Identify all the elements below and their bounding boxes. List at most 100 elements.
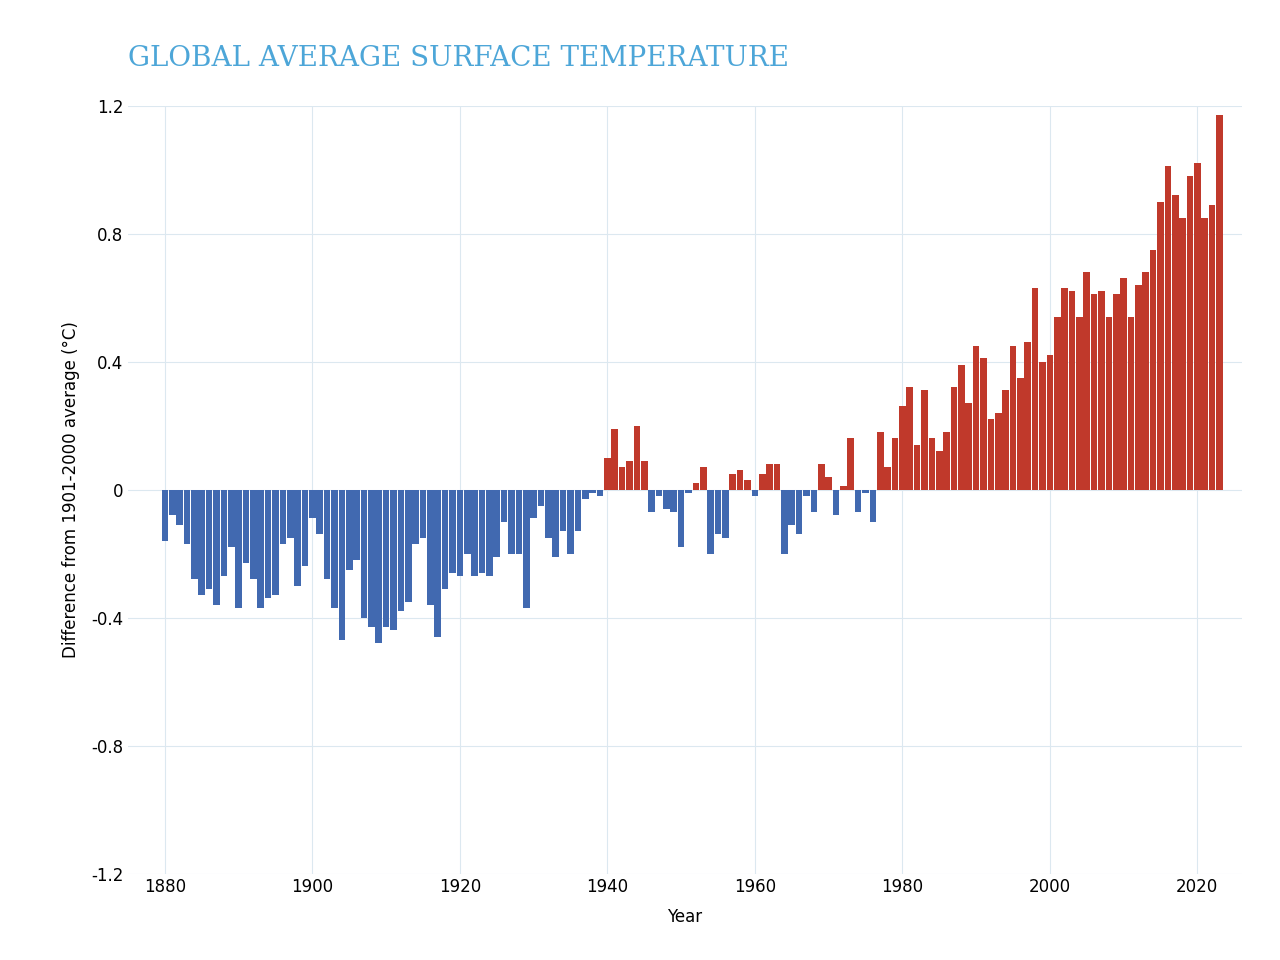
Bar — [744, 480, 751, 490]
Bar — [965, 403, 972, 490]
Bar — [428, 490, 434, 605]
Bar — [1098, 291, 1105, 490]
Bar — [1069, 291, 1075, 490]
Bar — [361, 490, 367, 617]
Bar — [796, 490, 803, 535]
Bar — [678, 490, 685, 547]
Bar — [655, 490, 662, 496]
Bar — [220, 490, 227, 576]
Bar — [708, 490, 714, 554]
Bar — [353, 490, 360, 560]
Bar — [995, 413, 1001, 490]
Bar — [737, 470, 744, 490]
Bar — [471, 490, 477, 576]
Bar — [279, 490, 287, 544]
Bar — [604, 458, 611, 490]
Bar — [922, 391, 928, 490]
Bar — [257, 490, 264, 608]
Bar — [722, 490, 728, 538]
Bar — [1128, 317, 1134, 490]
Bar — [442, 490, 448, 588]
Bar — [1208, 204, 1216, 490]
Bar — [582, 490, 589, 499]
Bar — [596, 490, 603, 496]
Bar — [1179, 218, 1185, 490]
Bar — [1149, 250, 1156, 490]
Bar — [206, 490, 212, 588]
Bar — [914, 444, 920, 490]
Bar — [855, 490, 861, 512]
Bar — [877, 432, 883, 490]
Bar — [236, 490, 242, 608]
Bar — [287, 490, 293, 538]
Bar — [184, 490, 191, 544]
Bar — [346, 490, 352, 569]
Bar — [685, 490, 691, 492]
Bar — [1047, 355, 1053, 490]
Bar — [516, 490, 522, 554]
Bar — [648, 490, 655, 512]
Bar — [575, 490, 581, 531]
Bar — [928, 439, 936, 490]
Bar — [398, 490, 404, 612]
Bar — [161, 490, 168, 540]
Bar — [788, 490, 795, 525]
Bar — [508, 490, 515, 554]
Bar — [538, 490, 544, 506]
X-axis label: Year: Year — [667, 907, 703, 925]
Bar — [1061, 288, 1068, 490]
Bar — [906, 387, 913, 490]
Bar — [840, 487, 846, 490]
Bar — [524, 490, 530, 608]
Bar — [302, 490, 308, 566]
Bar — [500, 490, 507, 521]
Text: GLOBAL AVERAGE SURFACE TEMPERATURE: GLOBAL AVERAGE SURFACE TEMPERATURE — [128, 45, 788, 72]
Bar — [1143, 272, 1149, 490]
Bar — [618, 468, 626, 490]
Bar — [308, 490, 316, 518]
Bar — [1216, 115, 1222, 490]
Bar — [324, 490, 330, 579]
Bar — [943, 432, 950, 490]
Bar — [626, 461, 632, 490]
Bar — [641, 461, 648, 490]
Bar — [833, 490, 840, 516]
Bar — [1165, 166, 1171, 490]
Bar — [884, 468, 891, 490]
Bar — [250, 490, 257, 579]
Bar — [412, 490, 419, 544]
Bar — [463, 490, 471, 554]
Bar — [957, 365, 965, 490]
Bar — [1010, 346, 1016, 490]
Bar — [169, 490, 175, 516]
Bar — [567, 490, 573, 554]
Bar — [493, 490, 500, 557]
Bar — [988, 420, 995, 490]
Bar — [818, 464, 824, 490]
Bar — [1024, 343, 1032, 490]
Bar — [1172, 195, 1179, 490]
Bar — [759, 473, 765, 490]
Bar — [589, 490, 596, 492]
Bar — [1091, 295, 1097, 490]
Bar — [1120, 278, 1126, 490]
Bar — [869, 490, 877, 521]
Bar — [198, 490, 205, 595]
Bar — [781, 490, 787, 554]
Bar — [1187, 176, 1193, 490]
Bar — [803, 490, 810, 496]
Bar — [1053, 317, 1061, 490]
Bar — [826, 477, 832, 490]
Bar — [294, 490, 301, 586]
Bar — [479, 490, 485, 573]
Bar — [951, 387, 957, 490]
Bar — [1083, 272, 1091, 490]
Bar — [265, 490, 271, 598]
Bar — [847, 439, 854, 490]
Bar — [332, 490, 338, 608]
Bar — [404, 490, 412, 602]
Bar — [1106, 317, 1112, 490]
Bar — [767, 464, 773, 490]
Bar — [369, 490, 375, 627]
Bar — [810, 490, 817, 512]
